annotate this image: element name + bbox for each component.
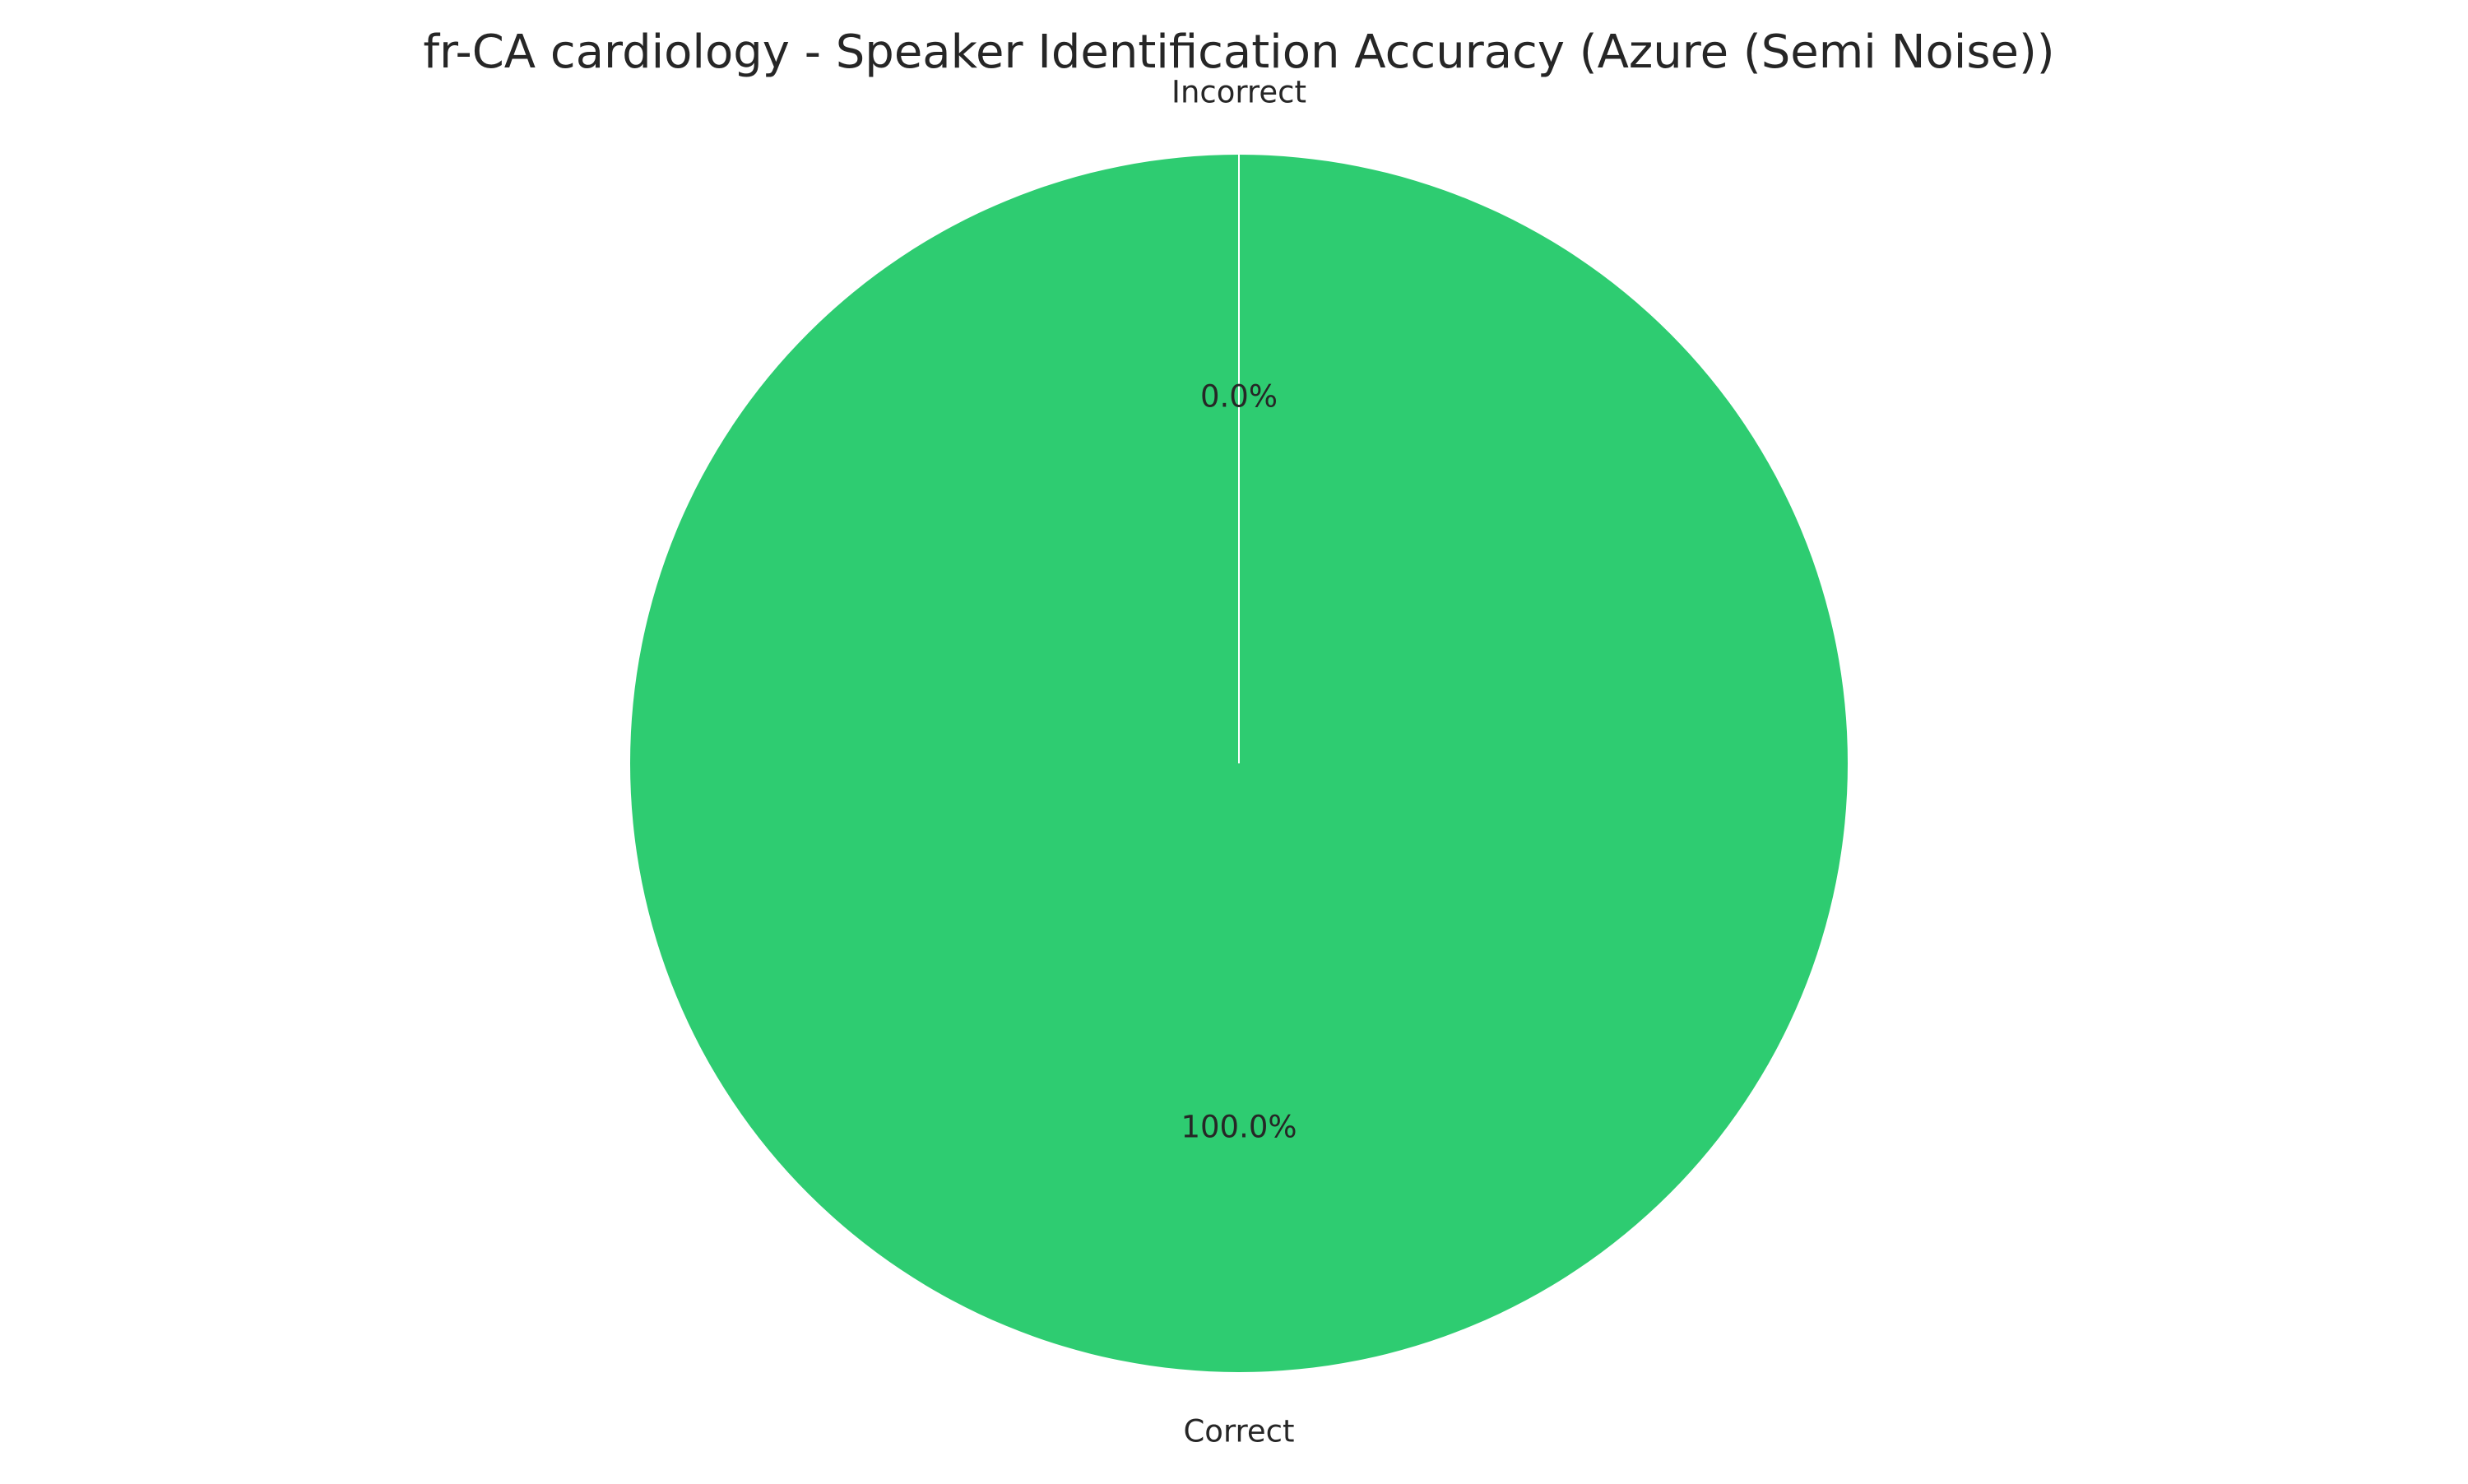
labels-layer: Incorrect 0.0% Correct 100.0% [1171,75,1306,1449]
slices-layer [630,155,1848,1372]
chart-title: fr-CA cardiology - Speaker Identificatio… [423,26,2054,79]
slice-label-incorrect: Incorrect [1171,75,1306,110]
slice-percent-correct: 100.0% [1181,1110,1297,1145]
slice-label-correct: Correct [1183,1414,1294,1449]
slice-percent-incorrect: 0.0% [1200,379,1278,415]
